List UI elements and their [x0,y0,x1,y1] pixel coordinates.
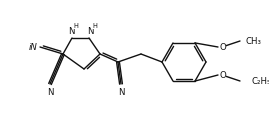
Text: iN: iN [29,42,38,52]
Text: N: N [87,26,93,35]
Text: CH₃: CH₃ [245,36,261,45]
Text: N: N [68,26,74,35]
Text: iN: iN [29,42,38,52]
Text: N: N [118,88,124,97]
Text: H: H [93,23,97,29]
Text: O: O [219,71,226,79]
Text: C₂H₅: C₂H₅ [252,76,269,85]
Text: N: N [47,88,53,97]
Text: O: O [219,42,226,52]
Text: H: H [73,23,79,29]
